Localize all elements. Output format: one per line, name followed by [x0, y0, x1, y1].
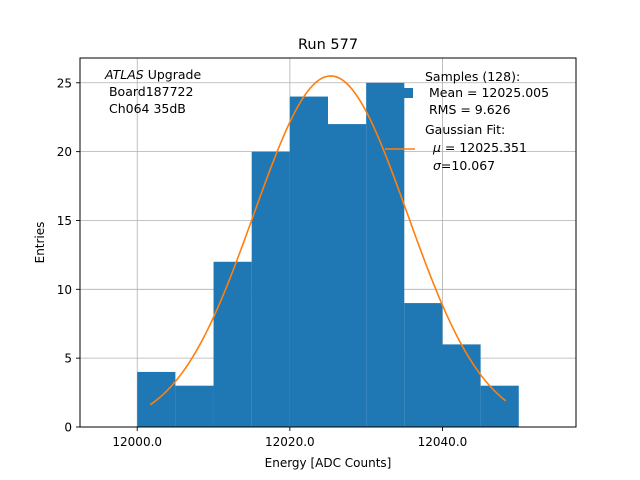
legend-fit-title: Gaussian Fit: — [425, 122, 505, 137]
legend-fit-mu-value: = 12025.351 — [441, 140, 527, 155]
y-tick-label: 20 — [57, 145, 72, 159]
y-tick-label: 10 — [57, 283, 72, 297]
histogram-bar — [175, 385, 214, 427]
legend-samples-title: Samples (128): — [425, 69, 520, 84]
x-axis-ticks: 12000.0 12020.0 12040.0 — [112, 427, 467, 449]
experiment-suffix: Upgrade — [144, 67, 202, 82]
histogram-bar — [213, 261, 252, 427]
chart-title: Run 577 — [298, 37, 358, 53]
channel-label: Ch064 35dB — [105, 101, 186, 116]
x-tick-label: 12040.0 — [418, 435, 468, 449]
legend-fit-sigma-value: =10.067 — [441, 158, 495, 173]
legend-fit-mu-symbol: μ — [432, 140, 441, 155]
y-axis-label: Entries — [33, 222, 47, 264]
legend-samples-rms: RMS = 9.626 — [425, 102, 511, 117]
board-label: Board187722 — [105, 84, 193, 99]
x-tick-label: 12000.0 — [112, 435, 162, 449]
histogram-bars — [137, 82, 519, 428]
histogram-bar — [480, 385, 519, 427]
svg-text:σ=10.067: σ=10.067 — [425, 158, 495, 173]
y-tick-label: 25 — [57, 76, 72, 90]
legend-samples-swatch — [403, 88, 413, 98]
gaussian-fit-line — [149, 75, 507, 406]
y-tick-label: 15 — [57, 214, 72, 228]
experiment-name: ATLAS — [104, 67, 144, 82]
y-axis-ticks: 0 5 10 15 20 25 — [57, 76, 80, 435]
legend-fit-sigma-symbol: σ — [433, 158, 442, 173]
plot-frame — [79, 57, 577, 428]
x-axis-label: Energy [ADC Counts] — [265, 456, 392, 470]
gaussian-fit-curve — [149, 75, 507, 406]
legend: Samples (128): Mean = 12025.005 RMS = 9.… — [385, 69, 549, 173]
histogram-bar — [251, 151, 290, 427]
x-tick-label: 12020.0 — [265, 435, 315, 449]
y-tick-label: 5 — [64, 352, 72, 366]
histogram-bar — [366, 82, 405, 428]
svg-text:ATLAS Upgrade: ATLAS Upgrade — [104, 67, 201, 82]
histogram-bar — [404, 303, 443, 427]
histogram-bar — [442, 344, 481, 427]
histogram-bar — [328, 124, 367, 428]
histogram-bar — [289, 96, 328, 427]
svg-text:μ = 12025.351: μ = 12025.351 — [425, 140, 527, 155]
y-tick-label: 0 — [64, 421, 72, 435]
run-annotation: ATLAS Upgrade Board187722 Ch064 35dB — [104, 67, 201, 116]
legend-samples-mean: Mean = 12025.005 — [425, 85, 549, 100]
